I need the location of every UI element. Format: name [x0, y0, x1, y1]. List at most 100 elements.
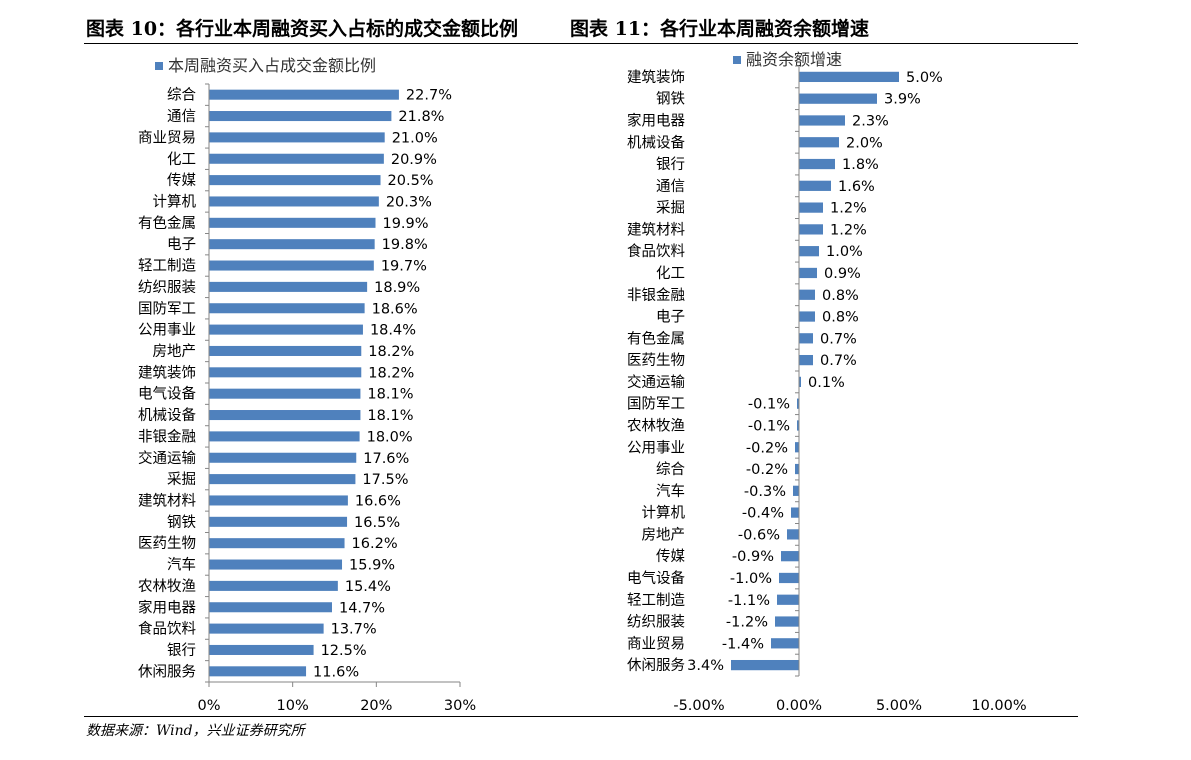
left-data-label: 22.7% — [406, 88, 452, 104]
right-data-label: 2.0% — [846, 135, 883, 151]
left-bar — [209, 452, 357, 463]
left-category-label: 电气设备 — [138, 386, 196, 403]
left-category-label: 有色金属 — [138, 215, 196, 232]
left-category-label: 采掘 — [167, 471, 196, 488]
right-data-label: -0.2% — [746, 462, 788, 478]
left-category-label: 银行 — [167, 642, 196, 659]
left-category-label: 农林牧渔 — [138, 578, 196, 595]
right-data-label: 2.3% — [852, 113, 889, 129]
right-category-label: 计算机 — [642, 505, 686, 522]
right-data-label: -0.1% — [748, 397, 790, 413]
right-category-label: 公用事业 — [627, 439, 685, 456]
right-data-label: 1.2% — [830, 222, 867, 238]
left-data-label: 13.7% — [331, 622, 377, 638]
right-category-label: 食品饮料 — [627, 243, 685, 260]
right-bar — [799, 137, 839, 148]
left-bar — [209, 580, 338, 591]
right-data-label: -1.2% — [726, 615, 768, 631]
left-value-tick-label: 30% — [444, 698, 476, 714]
left-category-label: 房地产 — [153, 343, 197, 360]
right-category-label: 电气设备 — [627, 570, 685, 587]
right-bar — [797, 398, 799, 409]
left-data-label: 16.5% — [354, 515, 400, 531]
left-data-label: 14.7% — [339, 600, 385, 616]
left-bar — [209, 602, 332, 613]
left-bar — [209, 345, 362, 356]
right-category-label: 钢铁 — [656, 91, 685, 108]
right-bar — [799, 224, 823, 235]
right-bar — [797, 420, 799, 431]
left-category-label: 家用电器 — [138, 599, 196, 616]
left-category-label: 食品饮料 — [138, 621, 196, 638]
left-category-label: 交通运输 — [138, 449, 196, 467]
left-category-label: 钢铁 — [167, 514, 196, 531]
right-value-tick-label: 0.00% — [776, 698, 822, 714]
left-data-label: 20.3% — [386, 194, 432, 210]
right-bar — [779, 572, 799, 584]
left-bar — [209, 516, 348, 527]
left-bar — [209, 666, 307, 677]
right-data-label: 0.7% — [820, 331, 857, 347]
left-bar — [209, 239, 375, 250]
right-category-label: 通信 — [656, 178, 685, 195]
right-value-tick-label: 10.00% — [971, 698, 1026, 714]
left-data-label: 18.4% — [370, 323, 416, 339]
right-bar — [799, 311, 815, 322]
bottom-divider — [84, 716, 1078, 717]
left-category-label: 电子 — [167, 236, 196, 253]
right-data-label: -0.3% — [744, 484, 786, 500]
right-bar — [771, 638, 799, 649]
left-data-label: 16.2% — [352, 536, 398, 552]
left-data-label: 21.8% — [398, 109, 444, 125]
left-bar — [209, 495, 348, 506]
right-bar — [799, 354, 813, 366]
left-bar — [209, 474, 356, 485]
left-category-label: 机械设备 — [138, 407, 196, 424]
left-category-label: 计算机 — [153, 193, 197, 210]
left-bar — [209, 132, 385, 143]
left-data-label: 15.9% — [349, 558, 395, 574]
right-bar — [799, 333, 813, 344]
left-data-label: 18.9% — [374, 280, 420, 296]
right-category-label: 化工 — [656, 265, 685, 282]
right-data-label: 0.7% — [820, 353, 857, 369]
left-category-label: 公用事业 — [138, 322, 196, 339]
right-data-label: 3.9% — [884, 92, 921, 108]
left-category-label: 轻工制造 — [138, 258, 196, 275]
right-category-label: 房地产 — [642, 526, 686, 543]
left-data-label: 18.0% — [367, 429, 413, 445]
right-bar — [795, 463, 799, 475]
right-bar — [799, 289, 815, 300]
right-data-label: -1.0% — [730, 571, 772, 587]
right-category-label: 商业贸易 — [627, 635, 685, 652]
right-bar — [799, 376, 801, 388]
right-data-label: -1.1% — [728, 593, 770, 609]
left-category-label: 医药生物 — [138, 535, 196, 552]
left-bar — [209, 89, 399, 100]
right-bar — [787, 529, 799, 540]
right-data-label: -1.4% — [722, 636, 764, 652]
left-data-label: 18.1% — [367, 408, 413, 424]
right-legend-label: 融资余额增速 — [746, 50, 842, 69]
left-bar — [209, 644, 314, 655]
left-bar — [209, 623, 324, 634]
left-value-tick-label: 20% — [360, 698, 392, 714]
right-bar — [799, 202, 823, 213]
right-category-label: 建筑材料 — [627, 221, 685, 238]
right-category-label: 传媒 — [656, 548, 685, 565]
left-bar — [209, 153, 384, 164]
right-category-label: 医药生物 — [627, 352, 685, 369]
left-data-label: 16.6% — [355, 493, 401, 509]
right-value-tick-label: -5.00% — [673, 698, 724, 714]
left-category-label: 通信 — [167, 108, 196, 125]
right-data-label: 0.8% — [822, 310, 859, 326]
right-category-label: 电子 — [656, 309, 685, 326]
left-category-label: 商业贸易 — [138, 129, 196, 146]
right-category-label: 采掘 — [656, 200, 685, 217]
left-legend-swatch — [155, 62, 163, 70]
right-data-label: -0.6% — [738, 527, 780, 543]
right-bar — [799, 180, 831, 191]
right-data-label: 1.6% — [838, 179, 875, 195]
left-bar — [209, 324, 363, 335]
